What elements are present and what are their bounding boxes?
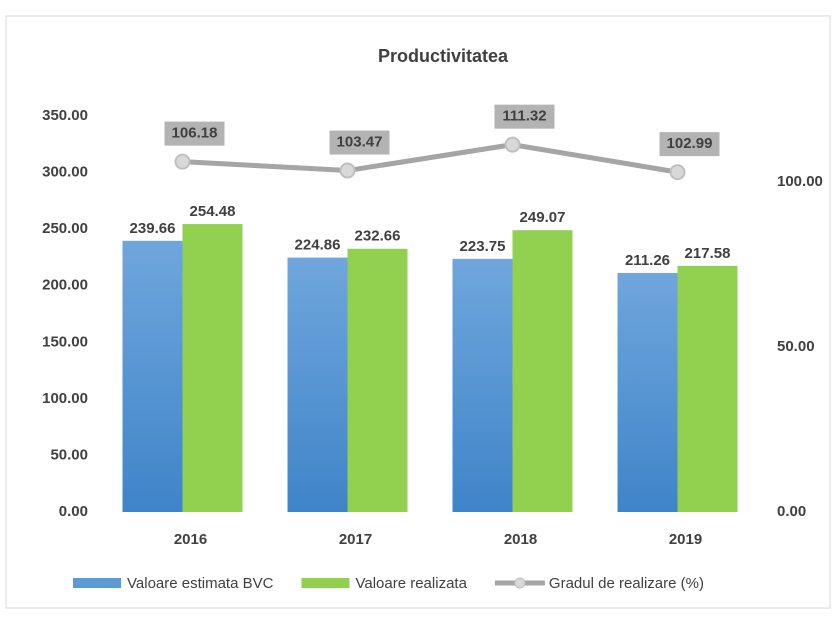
legend-label: Valoare realizata bbox=[355, 575, 467, 592]
bar bbox=[512, 230, 573, 513]
x-tick-label: 2019 bbox=[669, 531, 702, 548]
chart-title: Productivitatea bbox=[378, 46, 509, 66]
bar bbox=[452, 258, 513, 512]
bar bbox=[677, 265, 738, 512]
line-marker bbox=[504, 136, 521, 153]
legend-swatch bbox=[301, 578, 350, 588]
data-label: 224.86 bbox=[295, 237, 341, 254]
data-label: 111.32 bbox=[502, 108, 546, 125]
y-tick-label: 50.00 bbox=[50, 446, 88, 463]
y-tick-label: 200.00 bbox=[42, 277, 88, 294]
data-label: 217.58 bbox=[685, 245, 731, 262]
y-tick-label: 100.00 bbox=[42, 390, 88, 407]
y-tick-label: 0.00 bbox=[59, 503, 88, 520]
x-tick-label: 2018 bbox=[504, 531, 537, 548]
legend-swatch bbox=[73, 578, 121, 588]
data-label: 223.75 bbox=[460, 238, 506, 255]
x-tick-label: 2016 bbox=[174, 531, 207, 548]
data-label-box bbox=[494, 104, 555, 129]
y-tick-label: 150.00 bbox=[42, 333, 88, 350]
y2-tick-label: 0.00 bbox=[777, 503, 806, 520]
legend-label: Valoare estimata BVC bbox=[127, 575, 274, 592]
data-label: 103.47 bbox=[337, 134, 383, 151]
legend-swatch bbox=[514, 577, 526, 589]
data-label-box bbox=[659, 132, 720, 157]
line-marker bbox=[174, 153, 191, 170]
data-label: 106.18 bbox=[172, 125, 218, 142]
x-tick-label: 2017 bbox=[339, 531, 372, 548]
y2-tick-label: 100.00 bbox=[777, 173, 823, 190]
legend-label: Gradul de realizare (%) bbox=[549, 575, 704, 592]
bar bbox=[122, 240, 183, 512]
data-label: 254.48 bbox=[190, 203, 236, 220]
data-label-box bbox=[329, 130, 390, 155]
bar bbox=[617, 272, 678, 512]
bar bbox=[182, 224, 243, 513]
chart-border bbox=[5, 15, 831, 609]
line bbox=[182, 142, 678, 175]
line-marker bbox=[339, 162, 356, 179]
data-label: 239.66 bbox=[130, 220, 176, 237]
data-label: 211.26 bbox=[625, 252, 670, 269]
line-marker bbox=[669, 164, 686, 181]
y-tick-label: 250.00 bbox=[42, 220, 88, 237]
y-tick-label: 350.00 bbox=[42, 107, 88, 124]
data-label: 102.99 bbox=[667, 135, 713, 152]
data-label: 232.66 bbox=[355, 228, 401, 245]
y-tick-label: 300.00 bbox=[42, 164, 88, 181]
bar bbox=[347, 248, 408, 512]
y2-tick-label: 50.00 bbox=[777, 338, 815, 355]
bar bbox=[287, 257, 348, 512]
data-label-box bbox=[164, 121, 225, 146]
data-label: 249.07 bbox=[520, 209, 566, 226]
